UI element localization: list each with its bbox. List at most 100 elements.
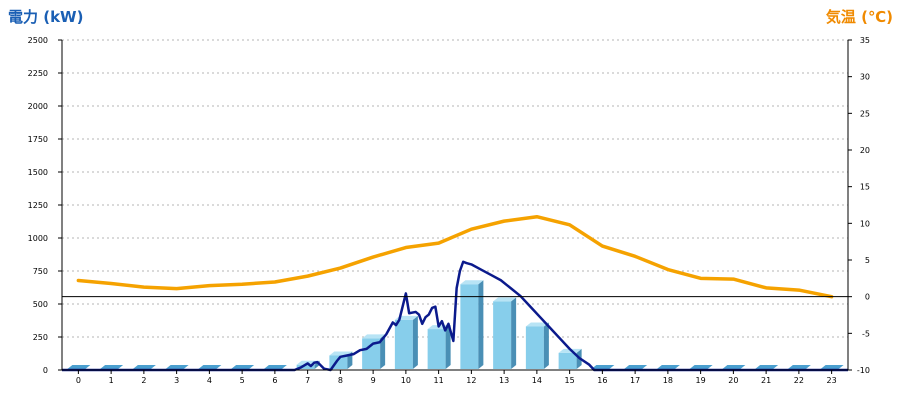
- x-tick-label: 9: [371, 376, 376, 385]
- temperature-line: [76, 214, 834, 299]
- bar-front: [558, 352, 577, 369]
- x-tick-label: 13: [499, 376, 509, 385]
- right-tick-label: 20: [860, 146, 870, 155]
- left-tick-label: 250: [33, 333, 48, 342]
- axes: 0 250 5 0 0 750 1000 1250 1500 1750 2000 2250 2500 -1…: [28, 36, 870, 385]
- bar-front: [525, 326, 544, 369]
- bar: [231, 365, 255, 369]
- left-axis-title: 電力 (kW): [8, 8, 83, 26]
- bar: [362, 334, 386, 369]
- left-tick-label: 2000: [28, 102, 48, 111]
- left-tick-label: 1750: [28, 135, 48, 144]
- x-tick-label: 18: [663, 376, 673, 385]
- bar-front: [493, 301, 512, 369]
- x-tick-label: 17: [630, 376, 640, 385]
- bar-front: [362, 338, 381, 369]
- right-axis-title: 気温 (℃): [826, 8, 893, 26]
- bar-front: [427, 329, 446, 369]
- bar-top: [100, 365, 124, 369]
- bar-side: [478, 280, 484, 369]
- left-tick-label: 2500: [28, 36, 48, 45]
- bar-top: [263, 365, 287, 369]
- left-tick-label: 1000: [28, 234, 48, 243]
- bar: [394, 315, 418, 369]
- bar-side: [412, 315, 418, 369]
- line-series: [62, 214, 848, 372]
- x-tick-label: 10: [401, 376, 411, 385]
- x-tick-label: 12: [466, 376, 476, 385]
- x-tick-label: 19: [696, 376, 706, 385]
- bar-top: [624, 365, 648, 369]
- right-tick-label: 30: [860, 73, 870, 82]
- bar: [656, 365, 680, 369]
- bar: [460, 280, 484, 369]
- bar-top: [525, 322, 549, 327]
- bar-front: [296, 364, 315, 369]
- bar-top: [132, 365, 156, 369]
- x-tick-label: 0: [76, 376, 81, 385]
- grid-lines: [62, 39, 848, 338]
- bar: [525, 322, 549, 369]
- bar-side: [543, 322, 549, 369]
- left-tick-label: 1500: [28, 168, 48, 177]
- right-tick-label: 15: [860, 183, 870, 192]
- bar-top: [460, 280, 484, 285]
- bar: [787, 365, 811, 369]
- bar: [624, 365, 648, 369]
- bar: [132, 365, 156, 369]
- bar-top: [67, 365, 91, 369]
- x-tick-label: 3: [174, 376, 179, 385]
- right-tick-label: -5: [862, 329, 870, 338]
- bar: [165, 365, 189, 369]
- bar: [263, 365, 287, 369]
- x-tick-label: 20: [728, 376, 738, 385]
- bar: [755, 365, 779, 369]
- left-tick-label: 1250: [28, 201, 48, 210]
- bar-top: [787, 365, 811, 369]
- bar-side: [511, 297, 517, 369]
- right-tick-label: 25: [860, 109, 870, 118]
- bar-top: [656, 365, 680, 369]
- bar-top: [591, 365, 615, 369]
- x-tick-label: 14: [532, 376, 542, 385]
- x-tick-label: 23: [827, 376, 837, 385]
- right-tick-label: 35: [860, 36, 870, 45]
- bar-top: [689, 365, 713, 369]
- bar-top: [198, 365, 222, 369]
- right-tick-label: 0: [865, 293, 870, 302]
- power-line: [62, 260, 848, 372]
- x-tick-label: 7: [305, 376, 310, 385]
- bar-top: [722, 365, 746, 369]
- bar-top: [493, 297, 517, 302]
- left-tick-label: 750: [33, 267, 48, 276]
- x-tick-label: 15: [565, 376, 575, 385]
- right-tick-label: 10: [860, 219, 870, 228]
- bar-side: [380, 334, 386, 369]
- bar: [493, 297, 517, 369]
- bar-top: [231, 365, 255, 369]
- right-tick-label: -10: [857, 366, 870, 375]
- right-tick-label: 5: [865, 256, 870, 265]
- x-tick-label: 4: [207, 376, 212, 385]
- bar: [689, 365, 713, 369]
- bar: [591, 365, 615, 369]
- x-tick-label: 11: [434, 376, 444, 385]
- x-tick-label: 2: [141, 376, 146, 385]
- bar: [67, 365, 91, 369]
- bar-side: [445, 325, 451, 369]
- bar-front: [394, 319, 413, 369]
- x-tick-label: 8: [338, 376, 343, 385]
- bar: [100, 365, 124, 369]
- left-tick-label: 0: [43, 366, 48, 375]
- left-tick-label: 2250: [28, 69, 48, 78]
- bar: [558, 348, 582, 369]
- bar: [427, 325, 451, 369]
- bar: [198, 365, 222, 369]
- x-tick-label: 22: [794, 376, 804, 385]
- x-tick-label: 21: [761, 376, 771, 385]
- bar-series: [67, 280, 844, 369]
- bar-top: [165, 365, 189, 369]
- x-tick-label: 6: [272, 376, 277, 385]
